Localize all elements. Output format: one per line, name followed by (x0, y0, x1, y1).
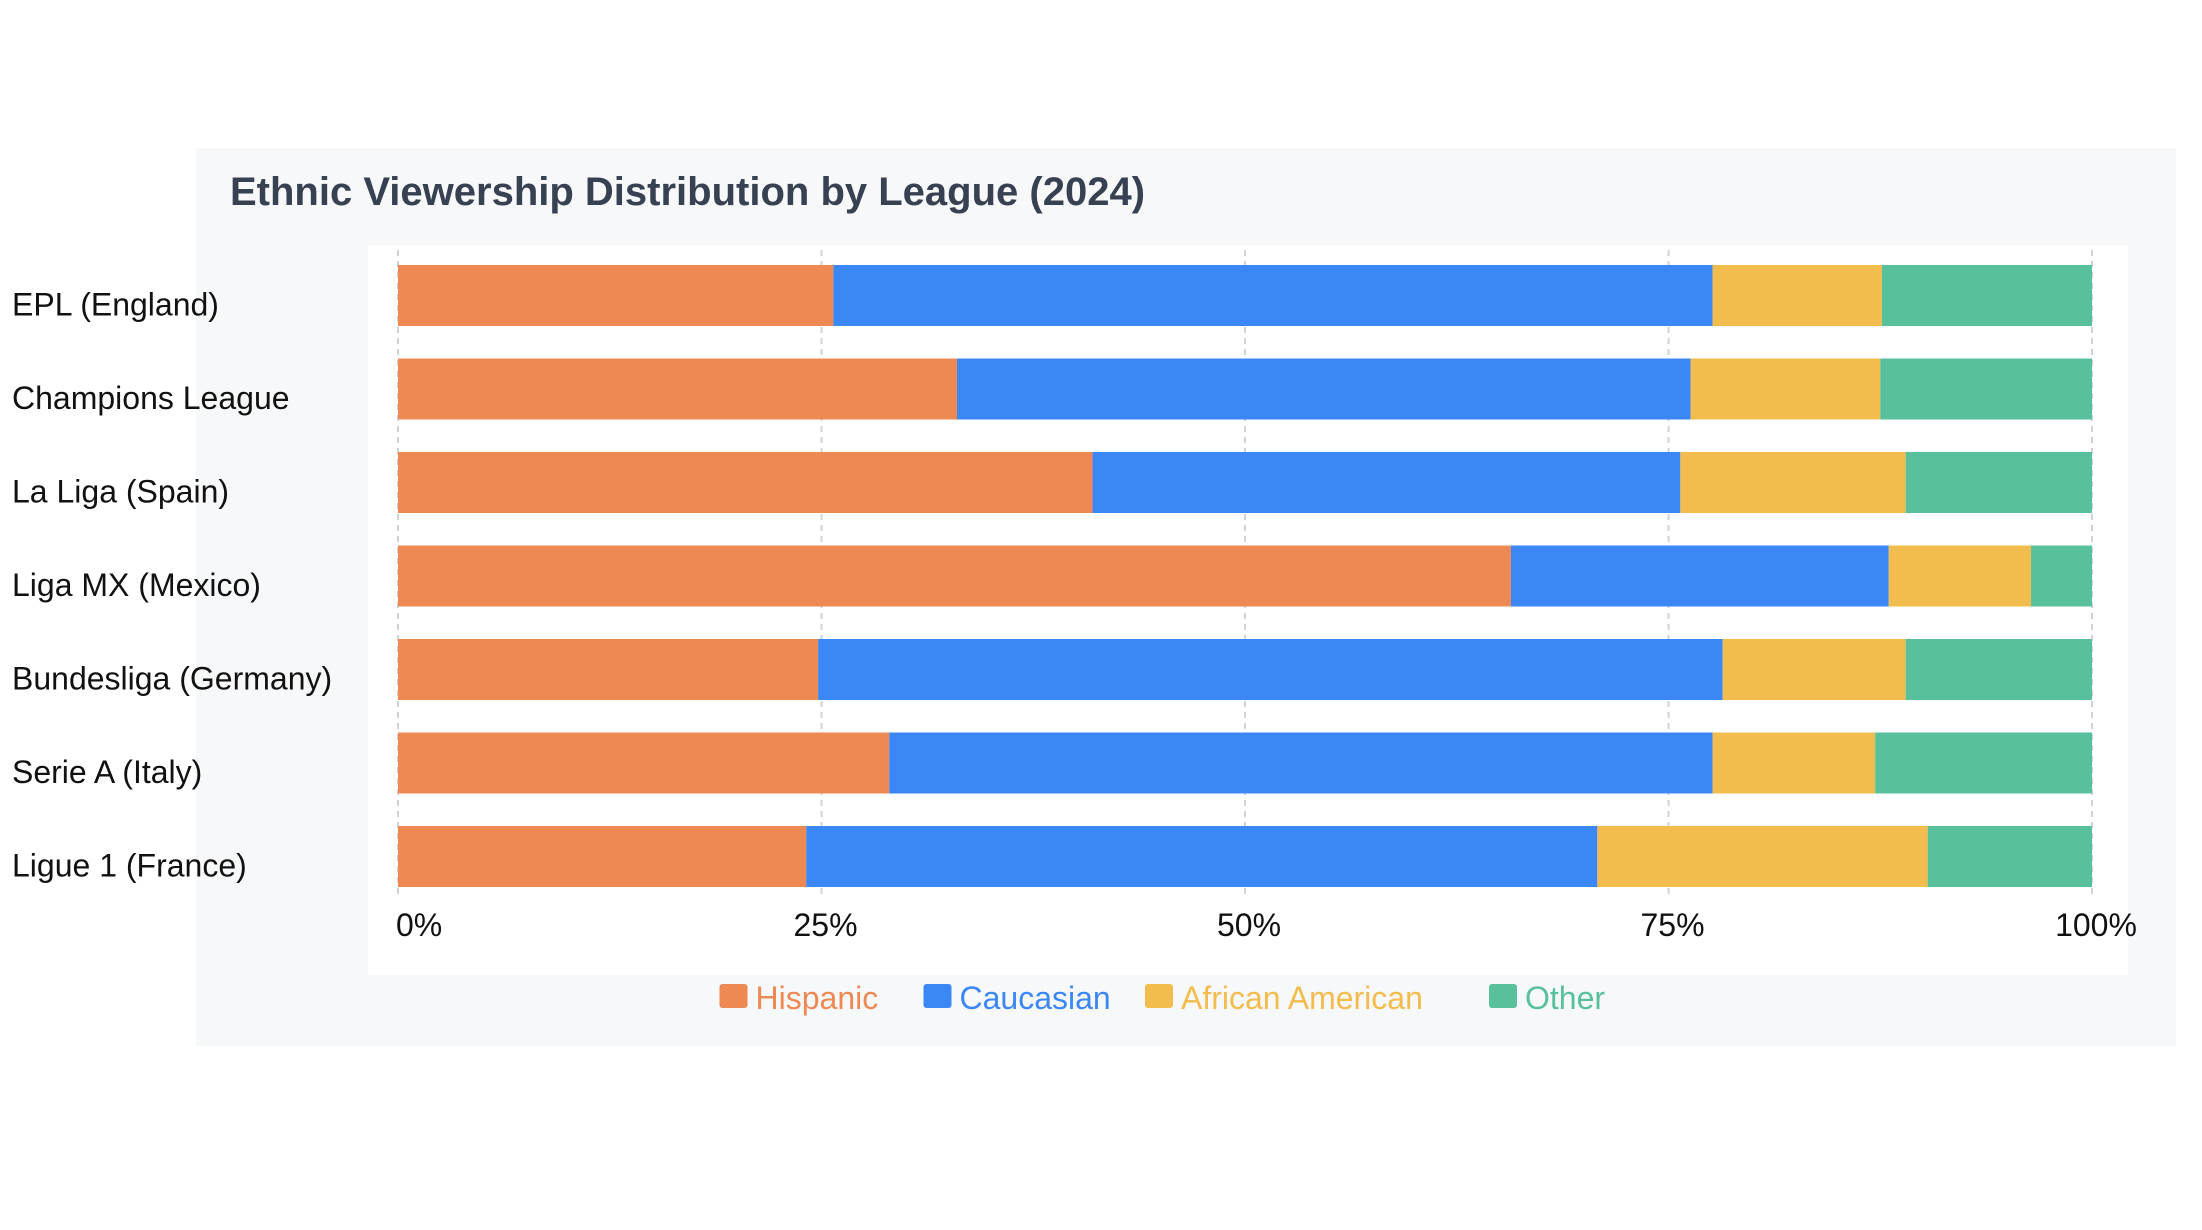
bar-segment-african-american (1888, 545, 2032, 607)
bar-segment-other (1880, 358, 2092, 420)
bar-segment-hispanic (398, 732, 890, 794)
category-label: Bundesliga (Germany) (12, 661, 332, 697)
bar-segment-african-american (1690, 358, 1881, 420)
legend-swatch-other (1489, 984, 1517, 1008)
bar-segment-african-american (1597, 826, 1928, 887)
bar-segment-hispanic (398, 545, 1511, 607)
bar-segment-hispanic (398, 358, 958, 420)
x-tick-label: 0% (396, 907, 442, 943)
bar-segment-hispanic (398, 265, 834, 326)
bar-segment-hispanic (398, 639, 819, 700)
bar-segment-caucasian (889, 732, 1713, 794)
bar-segment-african-american (1712, 732, 1876, 794)
bar-segment-caucasian (806, 826, 1598, 887)
bar-segment-caucasian (818, 639, 1723, 700)
chart-title: Ethnic Viewership Distribution by League… (230, 170, 1146, 214)
bar-segment-caucasian (1092, 452, 1681, 513)
legend-label: Hispanic (756, 980, 879, 1016)
legend-swatch-african-american (1145, 984, 1173, 1008)
bar-segment-hispanic (398, 452, 1093, 513)
category-label: Ligue 1 (France) (12, 848, 247, 884)
bar-segment-other (1927, 826, 2092, 887)
bar-segment-other (1881, 265, 2092, 326)
bar-segment-other (2031, 545, 2092, 607)
x-tick-label: 50% (1217, 907, 1281, 943)
category-label: Liga MX (Mexico) (12, 567, 261, 603)
bar-segment-other (1875, 732, 2092, 794)
legend-label: African American (1181, 980, 1423, 1016)
x-tick-label: 100% (2055, 907, 2137, 943)
x-tick-label: 25% (793, 907, 857, 943)
bar-segment-african-american (1712, 265, 1882, 326)
x-tick-label: 75% (1640, 907, 1704, 943)
legend-label: Other (1525, 980, 1605, 1016)
legend-swatch-hispanic (719, 984, 748, 1008)
bar-segment-other (1905, 639, 2092, 700)
bar-segment-hispanic (398, 826, 807, 887)
bar-segment-caucasian (1510, 545, 1889, 607)
category-label: EPL (England) (12, 287, 219, 323)
bar-segment-african-american (1680, 452, 1906, 513)
bar-segment-caucasian (957, 358, 1691, 420)
bar-segment-caucasian (833, 265, 1713, 326)
legend-label: Caucasian (960, 980, 1111, 1016)
bar-segment-african-american (1722, 639, 1906, 700)
bar-segment-other (1905, 452, 2092, 513)
category-label: Champions League (12, 380, 290, 416)
legend-swatch-caucasian (923, 984, 952, 1008)
category-label: La Liga (Spain) (12, 474, 229, 510)
category-label: Serie A (Italy) (12, 754, 202, 790)
